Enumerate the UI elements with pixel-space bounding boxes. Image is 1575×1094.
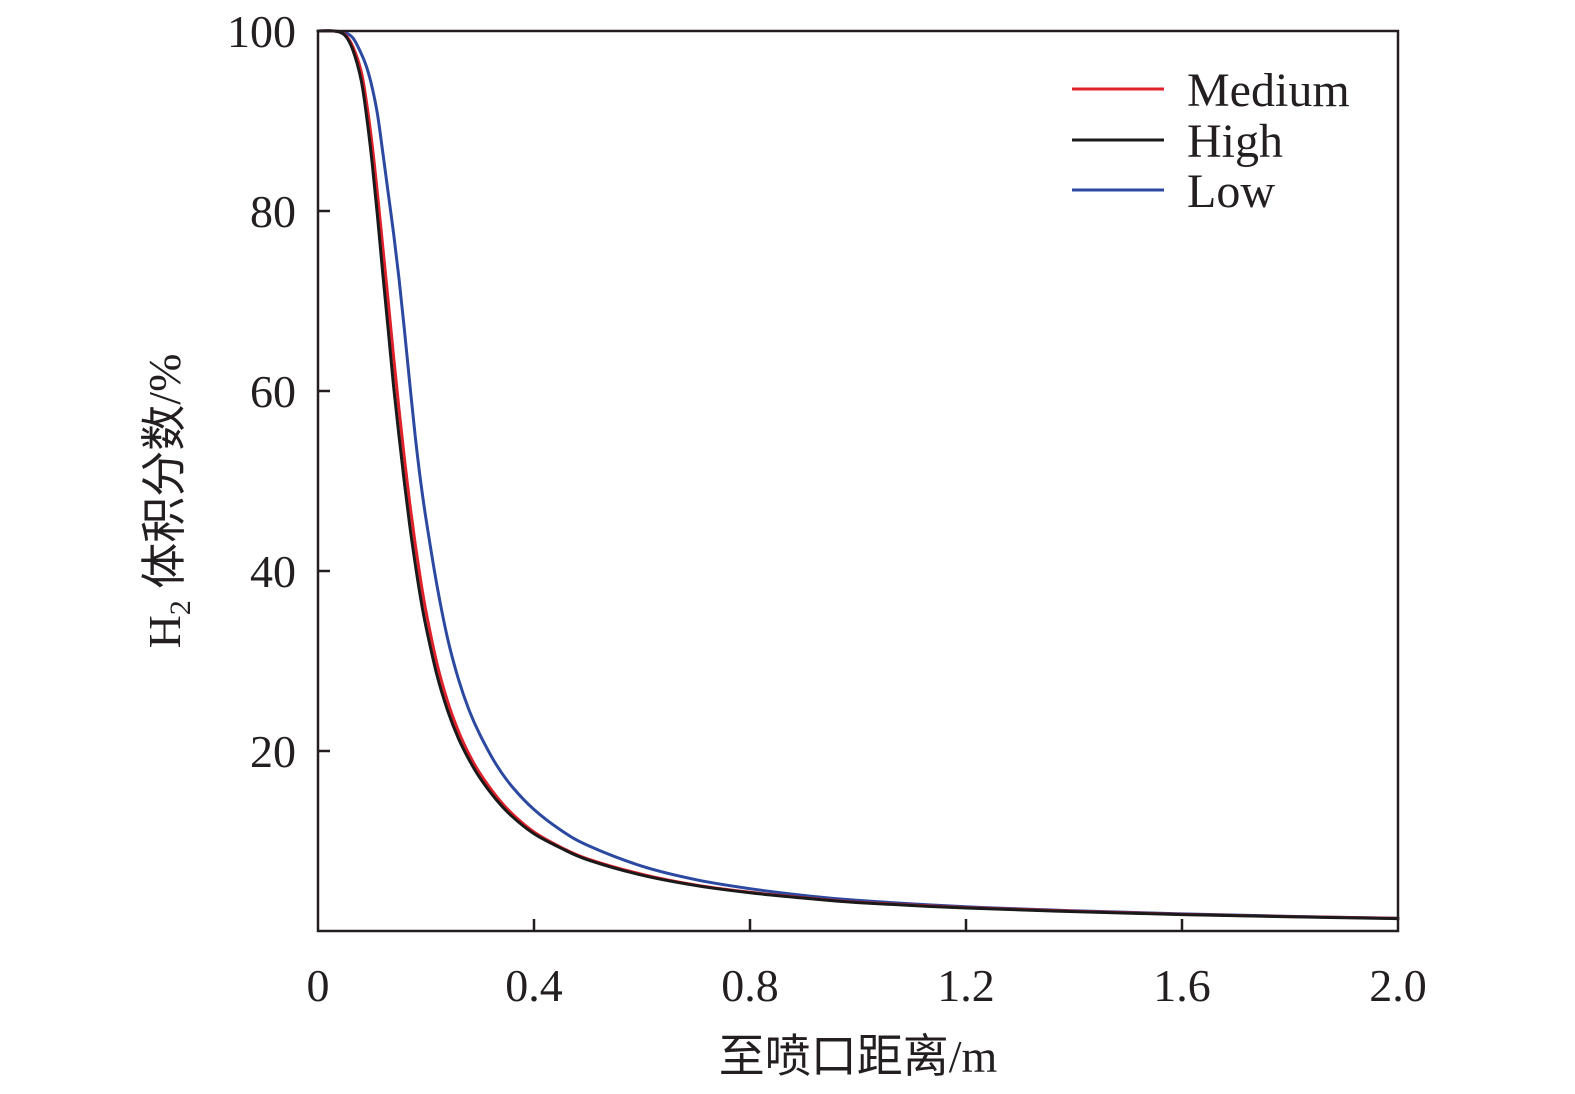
y-tick-label: 40 — [250, 546, 296, 597]
x-tick-label: 1.6 — [1153, 960, 1211, 1011]
x-tick-label: 0.8 — [721, 960, 779, 1011]
legend-label-medium: Medium — [1187, 64, 1350, 117]
y-axis-title: H2 体积分数/% — [139, 354, 197, 649]
y-tick-label: 60 — [250, 366, 296, 417]
legend-label-low: Low — [1187, 165, 1275, 218]
legend-label-high: High — [1187, 115, 1283, 168]
x-axis-title: 至喷口距离/m — [719, 1031, 998, 1082]
y-axis-title-subscript: 2 — [164, 600, 197, 615]
series-line-low — [316, 29, 1400, 920]
y-axis-title-rest: 体积分数/% — [139, 354, 190, 601]
x-tick-label: 0.4 — [505, 960, 563, 1011]
x-tick-label: 2.0 — [1369, 960, 1427, 1011]
y-tick-label: 80 — [250, 186, 296, 237]
series-layer — [316, 29, 1400, 921]
ticks-layer: 0 0.4 0.8 1.2 1.6 2.0 20 40 60 80 100 — [227, 6, 1427, 1011]
y-tick-label: 100 — [227, 6, 296, 57]
series-line-high — [316, 29, 1400, 921]
y-axis-title-prefix: H — [139, 615, 190, 648]
x-tick-label: 1.2 — [937, 960, 995, 1011]
y-tick-label: 20 — [250, 726, 296, 777]
plot-frame — [316, 29, 1400, 933]
x-tick-label: 0 — [307, 960, 330, 1011]
